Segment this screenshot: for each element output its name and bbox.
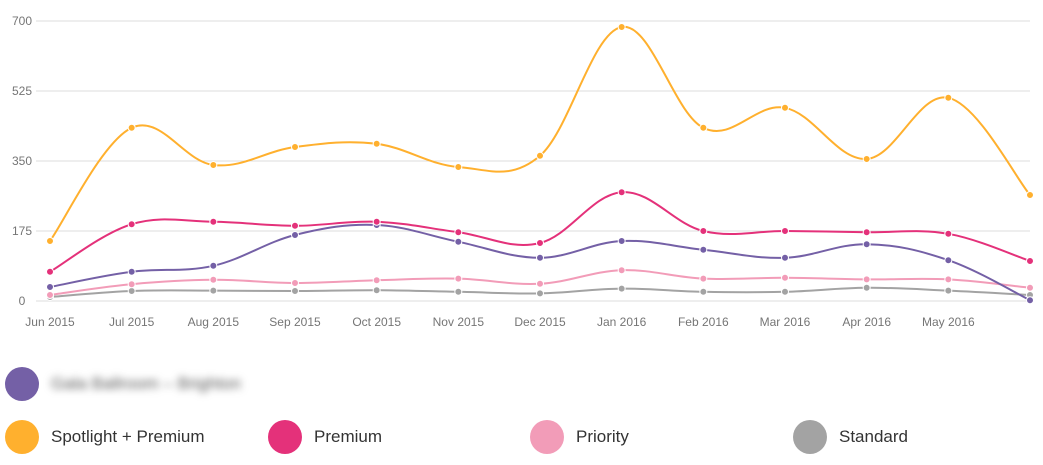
legend-swatch xyxy=(5,367,39,401)
data-point-priority[interactable] xyxy=(209,275,218,284)
data-point-premium[interactable] xyxy=(781,227,789,235)
data-point-standard[interactable] xyxy=(617,284,626,293)
data-point-gala-ballroom-brighton[interactable] xyxy=(454,237,463,246)
data-point-priority[interactable] xyxy=(699,274,708,283)
x-axis-ticks: Jun 2015 Jul 2015 Aug 2015 Sep 2015 Oct 2015… xyxy=(25,315,975,329)
legend-label: Gala Ballroom – Brighton xyxy=(51,374,241,393)
x-tick-label: Aug 2015 xyxy=(188,315,240,329)
legend-item-priority[interactable]: Priority xyxy=(530,420,629,454)
data-point-gala-ballroom-brighton[interactable] xyxy=(699,245,708,254)
data-point-priority[interactable] xyxy=(46,291,54,299)
x-tick-label: Mar 2016 xyxy=(760,315,811,329)
data-point-priority[interactable] xyxy=(536,279,544,288)
data-point-priority[interactable] xyxy=(454,274,463,283)
x-tick-label: Jan 2016 xyxy=(597,315,647,329)
legend-item-gala-ballroom-brighton[interactable]: Gala Ballroom – Brighton xyxy=(5,367,241,401)
data-point-premium[interactable] xyxy=(944,229,953,238)
data-point-standard[interactable] xyxy=(699,287,708,296)
data-point-priority[interactable] xyxy=(1026,283,1034,292)
data-point-spotlight-premium[interactable] xyxy=(781,103,789,112)
data-point-gala-ballroom-brighton[interactable] xyxy=(536,253,544,262)
data-point-gala-ballroom-brighton[interactable] xyxy=(781,253,789,262)
data-point-priority[interactable] xyxy=(372,276,381,285)
data-point-spotlight-premium[interactable] xyxy=(209,161,218,169)
data-point-premium[interactable] xyxy=(617,188,626,197)
data-point-standard[interactable] xyxy=(781,287,789,296)
data-point-priority[interactable] xyxy=(944,275,953,284)
data-point-premium[interactable] xyxy=(699,227,708,235)
data-point-premium[interactable] xyxy=(454,228,463,237)
data-point-premium[interactable] xyxy=(1026,257,1034,265)
series-points xyxy=(46,23,1034,305)
data-point-gala-ballroom-brighton[interactable] xyxy=(944,256,953,265)
series-line-spotlight-premium xyxy=(49,25,1031,242)
data-point-premium[interactable] xyxy=(372,217,381,226)
data-point-standard[interactable] xyxy=(536,289,544,298)
data-point-priority[interactable] xyxy=(127,280,136,289)
legend-label: Spotlight + Premium xyxy=(51,427,205,446)
data-point-gala-ballroom-brighton[interactable] xyxy=(291,231,299,239)
data-point-spotlight-premium[interactable] xyxy=(291,143,299,151)
data-point-premium[interactable] xyxy=(127,220,136,229)
y-tick-label: 0 xyxy=(19,294,26,308)
data-point-gala-ballroom-brighton[interactable] xyxy=(617,237,626,245)
data-point-priority[interactable] xyxy=(862,275,871,284)
data-point-gala-ballroom-brighton[interactable] xyxy=(46,283,54,291)
data-point-spotlight-premium[interactable] xyxy=(536,151,544,160)
data-point-spotlight-premium[interactable] xyxy=(1026,191,1034,199)
data-point-spotlight-premium[interactable] xyxy=(372,139,381,148)
legend-label: Premium xyxy=(314,427,383,446)
data-point-spotlight-premium[interactable] xyxy=(46,237,54,245)
legend-item-premium[interactable]: Premium xyxy=(268,420,382,454)
x-tick-label: Apr 2016 xyxy=(842,315,891,329)
data-point-premium[interactable] xyxy=(46,267,54,276)
data-point-spotlight-premium[interactable] xyxy=(127,123,136,132)
data-point-standard[interactable] xyxy=(127,287,136,295)
data-point-premium[interactable] xyxy=(536,239,544,247)
legend-label: Standard xyxy=(839,427,908,446)
data-point-standard[interactable] xyxy=(372,286,381,295)
data-point-standard[interactable] xyxy=(291,287,299,295)
data-point-premium[interactable] xyxy=(291,221,299,230)
data-point-priority[interactable] xyxy=(781,273,789,282)
x-tick-label: Oct 2015 xyxy=(352,315,401,329)
data-point-gala-ballroom-brighton[interactable] xyxy=(127,267,136,276)
x-tick-label: Dec 2015 xyxy=(514,315,566,329)
legend-swatch xyxy=(793,420,827,454)
x-tick-label: Jun 2015 xyxy=(25,315,75,329)
legend-swatch xyxy=(268,420,302,454)
y-axis-ticks: 0 175 350 525 700 xyxy=(12,14,32,308)
line-chart: 0 175 350 525 700 Jun 2015 Jul 2015 Aug 2015 Se… xyxy=(12,14,1034,329)
data-point-standard[interactable] xyxy=(209,286,218,295)
x-tick-label: Sep 2015 xyxy=(269,315,321,329)
legend-label: Priority xyxy=(576,427,629,446)
data-point-premium[interactable] xyxy=(209,217,218,226)
y-tick-label: 525 xyxy=(12,84,32,98)
data-point-priority[interactable] xyxy=(617,266,626,275)
data-point-standard[interactable] xyxy=(454,287,463,296)
legend-swatch xyxy=(5,420,39,454)
data-point-gala-ballroom-brighton[interactable] xyxy=(1026,296,1034,305)
x-tick-label: Nov 2015 xyxy=(433,315,485,329)
x-tick-label: May 2016 xyxy=(922,315,975,329)
data-point-premium[interactable] xyxy=(862,228,871,237)
legend-swatch xyxy=(530,420,564,454)
data-point-spotlight-premium[interactable] xyxy=(944,93,953,102)
legend-item-standard[interactable]: Standard xyxy=(793,420,908,454)
y-tick-label: 350 xyxy=(12,154,32,168)
legend-item-spotlight-premium[interactable]: Spotlight + Premium xyxy=(5,420,205,454)
data-point-gala-ballroom-brighton[interactable] xyxy=(862,240,871,249)
x-tick-label: Feb 2016 xyxy=(678,315,729,329)
data-point-standard[interactable] xyxy=(862,283,871,292)
data-point-spotlight-premium[interactable] xyxy=(617,23,626,31)
data-point-standard[interactable] xyxy=(944,286,953,295)
data-point-gala-ballroom-brighton[interactable] xyxy=(209,261,218,270)
x-tick-label: Jul 2015 xyxy=(109,315,155,329)
data-point-spotlight-premium[interactable] xyxy=(699,123,708,132)
y-tick-label: 175 xyxy=(12,224,32,238)
y-tick-label: 700 xyxy=(12,14,32,28)
data-point-spotlight-premium[interactable] xyxy=(862,155,871,163)
data-point-spotlight-premium[interactable] xyxy=(454,163,463,171)
data-point-priority[interactable] xyxy=(291,279,299,287)
